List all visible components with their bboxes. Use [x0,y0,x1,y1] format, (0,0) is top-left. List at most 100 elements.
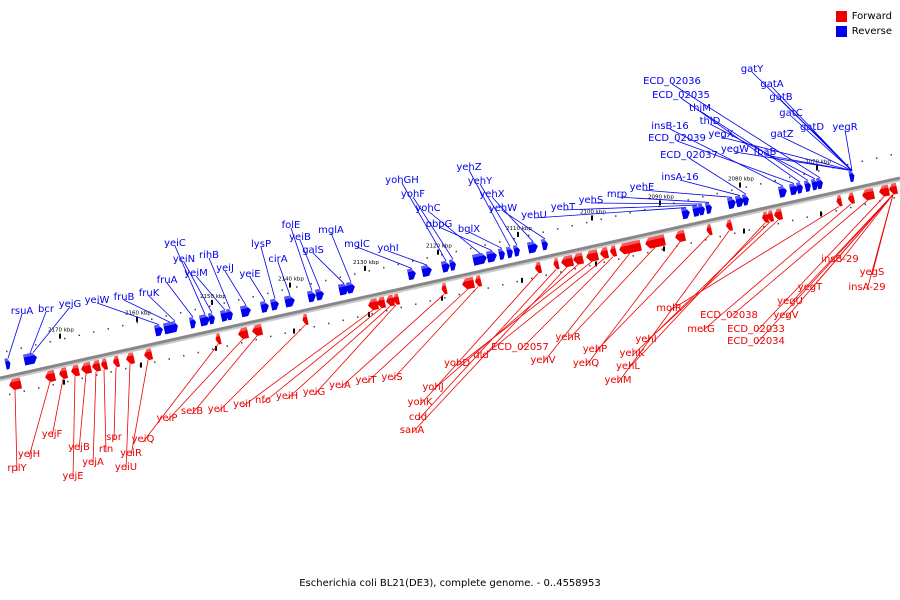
minor-tick [49,341,51,343]
major-tick [591,215,593,221]
gene-highlight [283,294,295,300]
gene-leader-line [290,227,313,291]
gene-leader-line [7,313,23,359]
reverse-gene [283,294,295,308]
gene-leader-line [533,207,687,219]
gene-label: yeiW [85,295,110,306]
gene-arrow [386,294,396,307]
forward-gene [57,367,69,379]
gene-arrow [512,245,520,257]
label-layer: rsuA bcr yejG yeiW fruB fruK fruA yeiC yeiN yeiM r… [7,64,894,482]
gene-highlight [618,239,641,248]
gene-highlight [448,258,456,264]
gene-label: yohD [444,358,470,369]
gene-label: rtn [99,444,113,455]
gene-label: yeiH [276,391,298,402]
gene-highlight [526,240,538,246]
gene-arrow [239,305,251,318]
minor-tick [455,250,457,253]
reverse-gene [734,194,744,208]
tick-label: 2130 kbp [353,260,379,266]
gene-highlight [815,177,823,182]
minor-tick [371,313,373,315]
minor-tick [748,229,750,231]
minor-tick [705,239,707,241]
major-tick [293,328,295,334]
major-tick [743,228,745,234]
gene-arrow [734,195,744,208]
forward-gene [7,377,23,390]
gene-leader-line [790,115,853,171]
reverse-gene [726,196,736,210]
axis-shadow [0,178,900,382]
gene-arrow [767,210,775,222]
minor-tick [632,255,634,257]
minor-tick [252,295,254,298]
minor-tick [223,302,225,304]
gene-arrow [586,249,600,262]
reverse-gene [810,178,818,191]
gene-leader-line [195,275,226,311]
gene-leader-line [479,183,518,246]
minor-tick [194,308,196,311]
gene-highlight [170,320,178,325]
gene-highlight [860,187,874,194]
gene-highlight [345,281,355,286]
reverse-gene [680,206,690,220]
gene-highlight [485,249,497,255]
minor-tick [528,234,530,237]
gene-highlight [440,282,446,287]
gene-leader-line [339,294,445,389]
minor-tick [864,203,866,206]
minor-tick [38,387,40,389]
gene-leader-line [764,154,853,172]
gene-arrow [302,313,309,326]
forward-gene [391,293,401,305]
minor-tick [136,321,138,324]
gene-label: fruB [114,292,135,303]
minor-tick [96,374,98,376]
gene-arrow [406,268,416,281]
minor-tick [861,160,863,163]
reverse-gene [259,300,269,313]
minor-tick [151,318,153,320]
minor-tick [618,258,620,260]
gene-highlight [225,308,233,313]
major-tick [289,282,291,288]
gene-arrow [144,348,154,361]
gene-leader-line [92,371,97,466]
gene-leader-line [312,252,345,284]
gene-leader-line [590,202,703,205]
minor-tick [661,248,663,251]
gene-highlight [57,367,67,372]
gene-label: yohK [408,397,433,408]
gene-label: yeiQ [132,434,155,445]
gene-leader-line [260,246,276,299]
gene-highlight [301,313,307,318]
gene-arrow [879,184,891,197]
gene-label: yejH [18,449,40,460]
gene-arrow [448,259,456,271]
gene-arrow [207,312,215,325]
major-tick [136,316,138,322]
gene-arrow [726,197,736,210]
minor-tick [154,361,156,363]
reverse-gene [27,351,37,365]
gene-leader-line [432,264,579,391]
minor-tick [644,208,646,211]
minor-tick [78,334,80,337]
gene-arrow [126,352,136,365]
gene-arrow [393,293,401,305]
reverse-gene [540,238,548,251]
legend-reverse: Reverse [835,24,892,39]
forward-gene [440,282,448,295]
gene-label: yejB [68,442,90,453]
gene-highlight [552,258,558,263]
major-tick [521,277,523,283]
forward-gene [473,275,483,287]
minor-tick [412,260,414,262]
minor-tick [310,283,312,285]
gene-arrow [505,246,513,259]
gene-highlight [760,211,768,216]
axis-layer: 2070 kbp 2080 kbp 2090 kbp 2100 kbp 2110 kbp… [0,154,900,396]
